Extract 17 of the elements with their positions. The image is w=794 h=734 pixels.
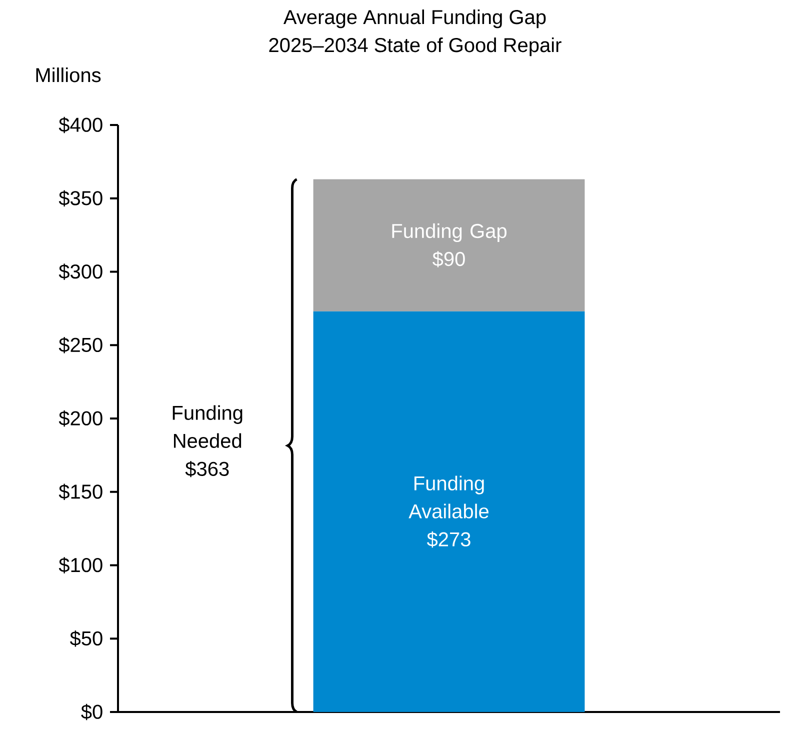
chart-title: Average Annual Funding Gap xyxy=(283,10,546,28)
y-tick-label: $0 xyxy=(81,704,102,720)
y-tick-label: $200 xyxy=(58,410,102,427)
y-tick-label: $350 xyxy=(58,190,102,207)
y-axis-title: Millions xyxy=(36,68,101,82)
data-label: $90 xyxy=(432,251,465,268)
chart-subtitle: 2025–2034 State of Good Repair xyxy=(269,38,562,56)
y-tick-label: $250 xyxy=(58,337,102,354)
series-label: Funding Available xyxy=(408,476,488,519)
text: Funding Needed $363 xyxy=(172,406,242,478)
data-label: $273 xyxy=(426,532,470,548)
series-label: Funding Gap xyxy=(392,224,507,242)
y-tick-label: $300 xyxy=(58,264,102,280)
y-tick-label: $150 xyxy=(58,484,102,500)
y-tick-label: $400 xyxy=(58,117,102,134)
y-tick-label: $100 xyxy=(58,557,102,574)
y-tick-label: $50 xyxy=(70,630,102,647)
